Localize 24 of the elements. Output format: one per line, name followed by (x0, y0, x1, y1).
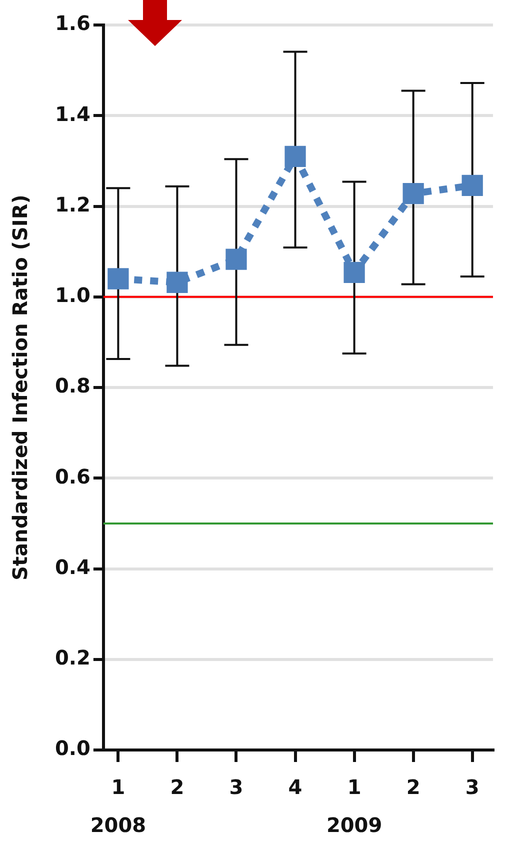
x-tick-label: 4 (288, 775, 302, 800)
x-tick-label: 2 (170, 775, 184, 800)
point (402, 182, 424, 204)
y-tick-label: 1.4 (54, 102, 90, 126)
y-tick-label: 0.4 (54, 554, 90, 579)
y-tick-label: 1.6 (54, 11, 90, 36)
x-tick-label: 1 2008 (90, 775, 146, 838)
y-axis-title: Standardized Infection Ratio (SIR) (8, 194, 32, 580)
point (344, 262, 365, 283)
point (284, 146, 306, 167)
y-tick-label: 0.8 (54, 374, 90, 398)
x-tick-label: 1 2009 (326, 775, 382, 838)
y-tick-label: 0.0 (54, 736, 90, 760)
x-tick-label: 3 (229, 775, 244, 800)
y-tick-label: 1.2 (54, 192, 90, 216)
y-tick-label: 1.0 (54, 283, 90, 308)
x-tick-label: 3 (465, 775, 480, 800)
x-tick-label: 2 (406, 775, 420, 800)
point (108, 268, 129, 290)
point (166, 272, 188, 293)
y-tick-label: 0.6 (54, 464, 90, 488)
y-tick-label: 0.2 (54, 646, 90, 670)
point (462, 174, 483, 196)
point (226, 248, 247, 270)
